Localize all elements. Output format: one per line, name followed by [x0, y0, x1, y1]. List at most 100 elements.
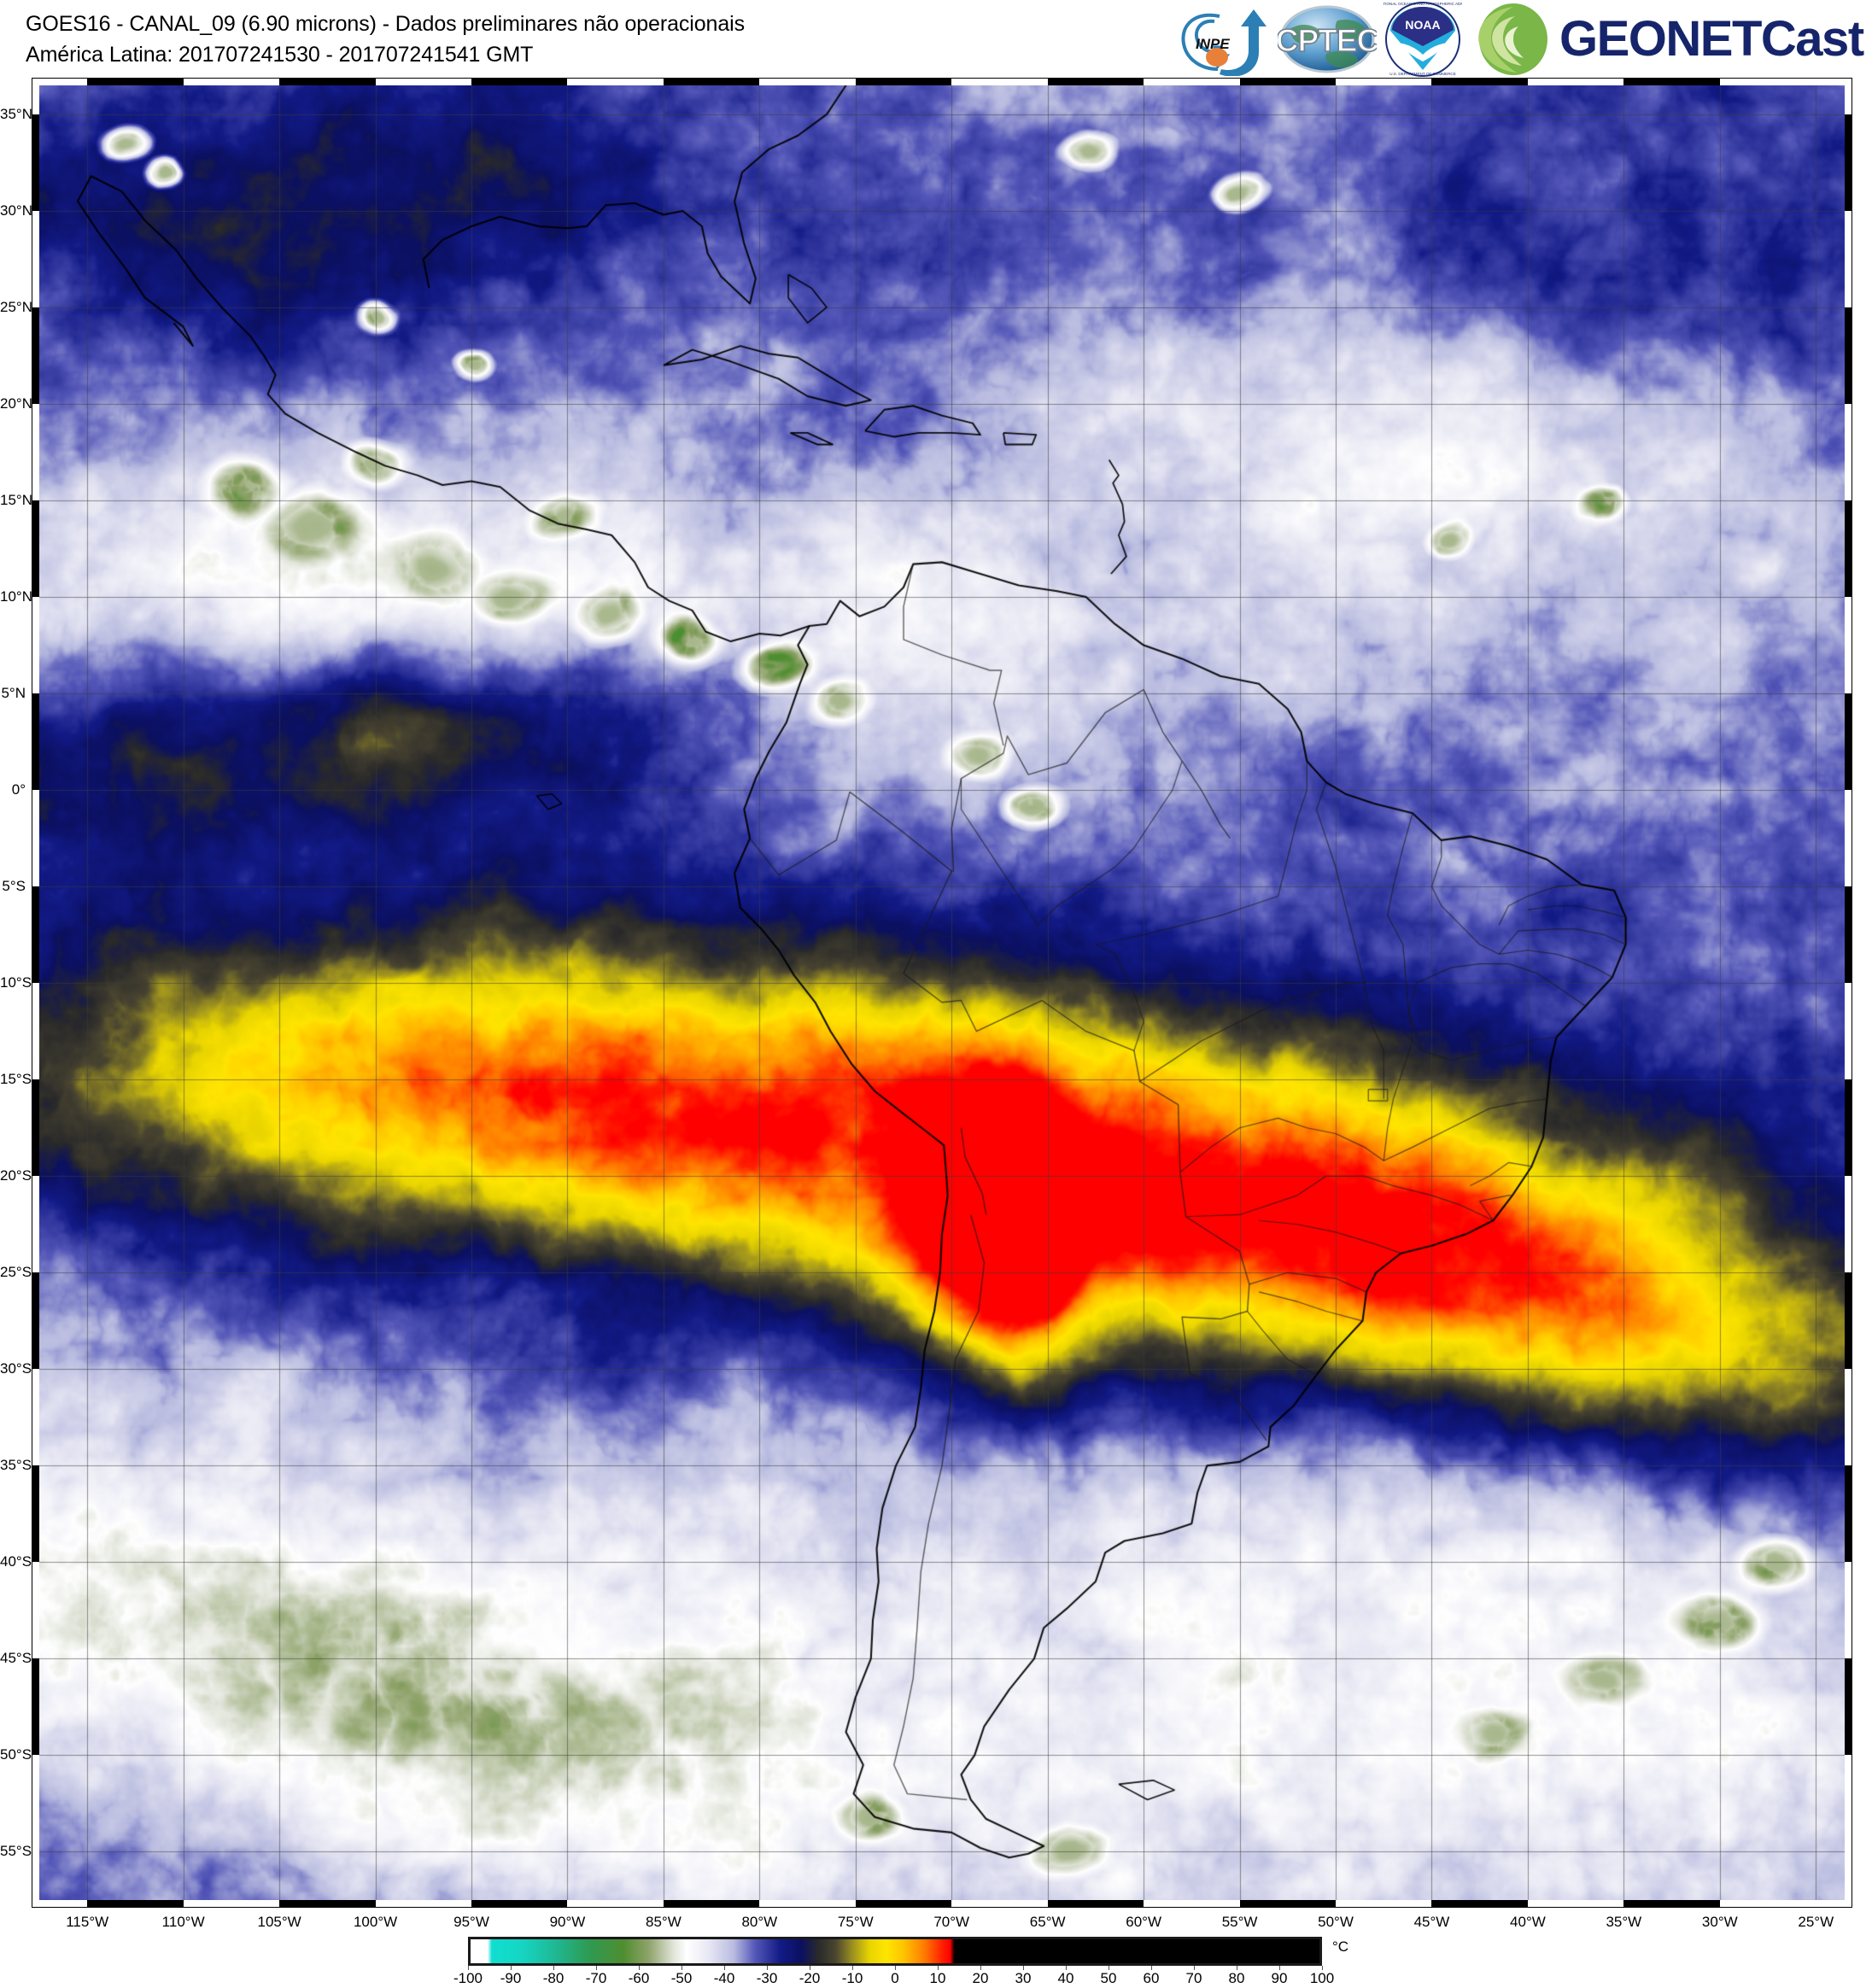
frame-segment [32, 307, 39, 404]
frame-segment [471, 79, 568, 85]
temperature-colorbar [468, 1937, 1322, 1966]
frame-segment [1845, 693, 1852, 791]
lat-tick-label: 20°N [0, 395, 32, 412]
lon-tick-label: 110°W [161, 1914, 205, 1930]
frame-left [32, 79, 39, 1907]
lat-tick-label: 35°N [0, 105, 32, 122]
colorbar-tick-label: -10 [841, 1970, 863, 1986]
lat-tick-label: 45°S [0, 1650, 32, 1667]
lat-tick-label: 5°S [2, 878, 26, 895]
svg-text:NATIONAL OCEANIC AND ATMOSPHER: NATIONAL OCEANIC AND ATMOSPHERIC ADMIN [1384, 2, 1462, 6]
colorbar-tick [980, 1966, 981, 1970]
colorbar-tick-label: -70 [585, 1970, 607, 1986]
frame-segment [1431, 79, 1528, 85]
frame-segment [1845, 307, 1852, 404]
frame-segment [1845, 500, 1852, 598]
colorbar-tick [895, 1966, 896, 1970]
svg-text:INPE: INPE [1196, 36, 1230, 52]
frame-segment [1239, 79, 1337, 85]
colorbar-tick-label: 50 [1100, 1970, 1117, 1986]
lat-tick-label: 40°S [0, 1553, 32, 1570]
colorbar-tick-label: 0 [891, 1970, 899, 1986]
lon-tick-label: 25°W [1798, 1914, 1834, 1930]
lat-tick-label: 10°S [0, 974, 32, 991]
product-title-line-2: América Latina: 201707241530 - 201707241… [26, 42, 534, 67]
frame-segment [1845, 114, 1852, 211]
lon-tick-label: 60°W [1126, 1914, 1162, 1930]
colorbar-tick [1322, 1966, 1323, 1970]
colorbar-tick-label: 80 [1228, 1970, 1245, 1986]
frame-segment [32, 1658, 39, 1756]
lon-tick-label: 95°W [453, 1914, 489, 1930]
colorbar-tick-label: 20 [972, 1970, 989, 1986]
colorbar-tick [639, 1966, 640, 1970]
lat-tick-label: 35°S [0, 1457, 32, 1474]
colorbar-tick-label: -100 [453, 1970, 483, 1986]
frame-segment [1845, 1079, 1852, 1177]
frame-segment [32, 693, 39, 791]
colorbar-tick-label: -50 [670, 1970, 693, 1986]
product-title-line-1: GOES16 - CANAL_09 (6.90 microns) - Dados… [26, 12, 745, 36]
colorbar-tick-label: 90 [1271, 1970, 1288, 1986]
lon-tick-label: 40°W [1510, 1914, 1546, 1930]
lon-tick-label: 80°W [741, 1914, 778, 1930]
colorbar-tick [1023, 1966, 1024, 1970]
lon-tick-label: 65°W [1029, 1914, 1066, 1930]
inpe-logo: INPE [1170, 3, 1271, 77]
water-vapour-imagery [39, 85, 1845, 1900]
lat-tick-label: 15°S [0, 1071, 32, 1088]
colorbar-tick [724, 1966, 725, 1970]
svg-text:CPTEC: CPTEC [1278, 23, 1377, 58]
colorbar-tick-label: 70 [1185, 1970, 1202, 1986]
lon-tick-label: 35°W [1606, 1914, 1642, 1930]
noaa-logo: NOAA NATIONAL OCEANIC AND ATMOSPHERIC AD… [1378, 2, 1468, 77]
lat-tick-label: 25°S [0, 1264, 32, 1281]
lon-tick-label: 85°W [646, 1914, 682, 1930]
frame-segment [1047, 79, 1144, 85]
lon-tick-label: 30°W [1701, 1914, 1738, 1930]
lon-tick-label: 100°W [353, 1914, 398, 1930]
colorbar-tick [1194, 1966, 1195, 1970]
frame-segment [32, 1465, 39, 1563]
colorbar-tick [852, 1966, 853, 1970]
frame-segment [663, 79, 760, 85]
colorbar-tick-label: 100 [1309, 1970, 1335, 1986]
colorbar-tick [938, 1966, 939, 1970]
logo-strip: INPE CPTEC [1170, 0, 1869, 79]
colorbar-tick [1279, 1966, 1280, 1970]
frame-segment [1239, 1900, 1337, 1907]
frame-segment [32, 886, 39, 984]
frame-top [32, 79, 1852, 85]
inpe-logo-icon: INPE [1181, 9, 1267, 77]
colorbar-tick [596, 1966, 597, 1970]
header-bar: GOES16 - CANAL_09 (6.90 microns) - Dados… [0, 0, 1872, 79]
frame-segment [32, 114, 39, 211]
lat-tick-label: 0° [11, 781, 26, 798]
lat-tick-label: 30°N [0, 202, 32, 219]
colorbar-tick-label: 60 [1143, 1970, 1160, 1986]
frame-segment [32, 1079, 39, 1177]
noaa-logo-icon: NOAA NATIONAL OCEANIC AND ATMOSPHERIC AD… [1378, 2, 1468, 77]
geonetcast-wordmark: GEONETCast [1559, 11, 1864, 67]
lat-tick-label: 30°S [0, 1360, 32, 1377]
lon-tick-label: 115°W [66, 1914, 109, 1930]
lat-tick-label: 10°N [0, 588, 32, 605]
geonetcast-logo: GEONETCast [1469, 2, 1869, 77]
geonetcast-swirl-icon [1478, 3, 1547, 75]
colorbar-tick [1151, 1966, 1152, 1970]
frame-segment [87, 1900, 184, 1907]
lon-tick-label: 45°W [1413, 1914, 1450, 1930]
satellite-map [32, 78, 1852, 1908]
frame-segment [471, 1900, 568, 1907]
frame-segment [1623, 79, 1720, 85]
frame-segment [663, 1900, 760, 1907]
lon-tick-label: 55°W [1221, 1914, 1258, 1930]
svg-text:U.S. DEPARTMENT OF COMMERCE: U.S. DEPARTMENT OF COMMERCE [1389, 72, 1456, 76]
frame-right [1845, 79, 1852, 1907]
frame-segment [855, 1900, 952, 1907]
frame-segment [1845, 1272, 1852, 1370]
colorbar-tick-label: -20 [799, 1970, 821, 1986]
colorbar-tick [511, 1966, 512, 1970]
colorbar-tick-label: 30 [1015, 1970, 1032, 1986]
lat-tick-label: 50°S [0, 1746, 32, 1763]
